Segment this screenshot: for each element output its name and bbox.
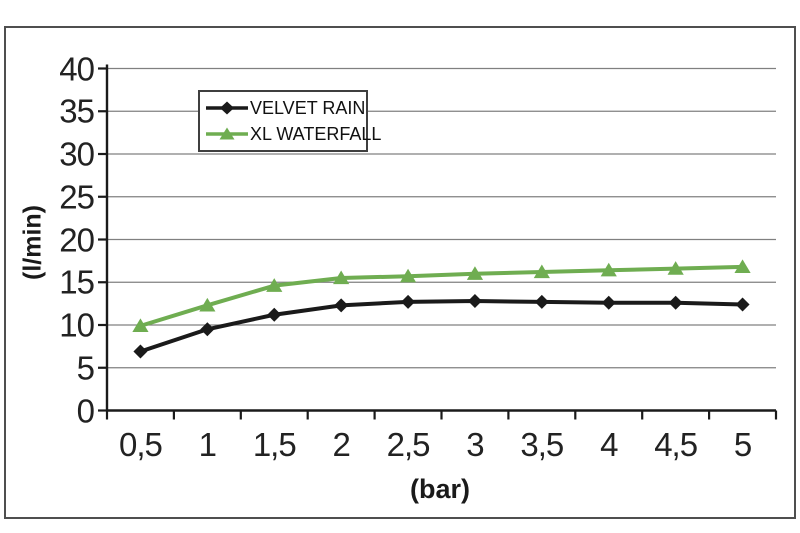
y-axis-tick-label: 40 xyxy=(59,50,95,87)
legend-entry-xl-waterfall: XL WATERFALL xyxy=(205,124,381,145)
x-axis-tick-label: 3,5 xyxy=(520,426,564,463)
chart-outer-border xyxy=(4,26,796,519)
series-marker-xl-waterfall xyxy=(132,318,149,333)
series-marker-velvet-rain xyxy=(601,295,616,310)
legend-entry-velvet-rain: VELVET RAIN xyxy=(205,98,366,119)
x-axis-tick-label: 1 xyxy=(198,426,217,463)
series-marker-xl-waterfall xyxy=(734,259,751,274)
x-axis-title: (bar) xyxy=(410,474,470,504)
y-axis-tick-label: 30 xyxy=(59,135,95,173)
x-axis-tick-label: 1,5 xyxy=(252,426,297,463)
series-line-velvet-rain xyxy=(138,299,745,354)
series-marker-xl-waterfall xyxy=(199,297,216,312)
legend: VELVET RAIN XL WATERFALL xyxy=(198,90,381,152)
series-marker-velvet-rain xyxy=(200,322,215,337)
x-axis-tick-label: 0,5 xyxy=(119,426,163,463)
x-axis-tick-label: 3 xyxy=(466,426,484,463)
x-axis-tick-label: 2,5 xyxy=(386,426,431,463)
series-marker-velvet-rain xyxy=(267,307,282,322)
series-marker-velvet-rain xyxy=(133,344,148,359)
y-axis-tick-label: 0 xyxy=(76,392,95,429)
legend-label: XL WATERFALL xyxy=(250,123,382,144)
y-axis-tick-label: 20 xyxy=(59,221,95,258)
y-axis-tick-label: 25 xyxy=(59,178,95,216)
x-axis-tick-label: 4 xyxy=(600,426,618,463)
legend-label: VELVET RAIN xyxy=(250,97,366,118)
x-axis-tick-label: 5 xyxy=(733,426,752,463)
series-marker-xl-waterfall xyxy=(533,264,550,279)
series-marker-velvet-rain xyxy=(534,294,549,309)
diamond-marker-icon xyxy=(206,101,248,115)
series-marker-velvet-rain xyxy=(467,294,482,309)
y-axis-tick-label: 10 xyxy=(59,306,95,344)
x-axis-tick-label: 4,5 xyxy=(654,426,698,463)
series-marker-velvet-rain xyxy=(334,298,349,313)
series-marker-xl-waterfall xyxy=(399,268,417,283)
triangle-marker-icon xyxy=(206,127,248,140)
y-axis-tick-label: 5 xyxy=(76,349,95,387)
series-marker-xl-waterfall xyxy=(600,262,617,277)
series-marker-xl-waterfall xyxy=(333,270,350,285)
x-axis-tick-label: 2 xyxy=(332,426,350,463)
y-axis-tick-label: 15 xyxy=(59,263,95,301)
series-marker-xl-waterfall xyxy=(466,266,484,280)
series-marker-velvet-rain xyxy=(401,294,416,309)
series-line-xl-waterfall xyxy=(138,264,745,328)
series-marker-xl-waterfall xyxy=(667,261,684,275)
series-marker-velvet-rain xyxy=(668,295,683,310)
y-axis-tick-label: 35 xyxy=(59,92,95,130)
series-marker-velvet-rain xyxy=(735,297,750,312)
series-marker-xl-waterfall xyxy=(266,278,283,292)
